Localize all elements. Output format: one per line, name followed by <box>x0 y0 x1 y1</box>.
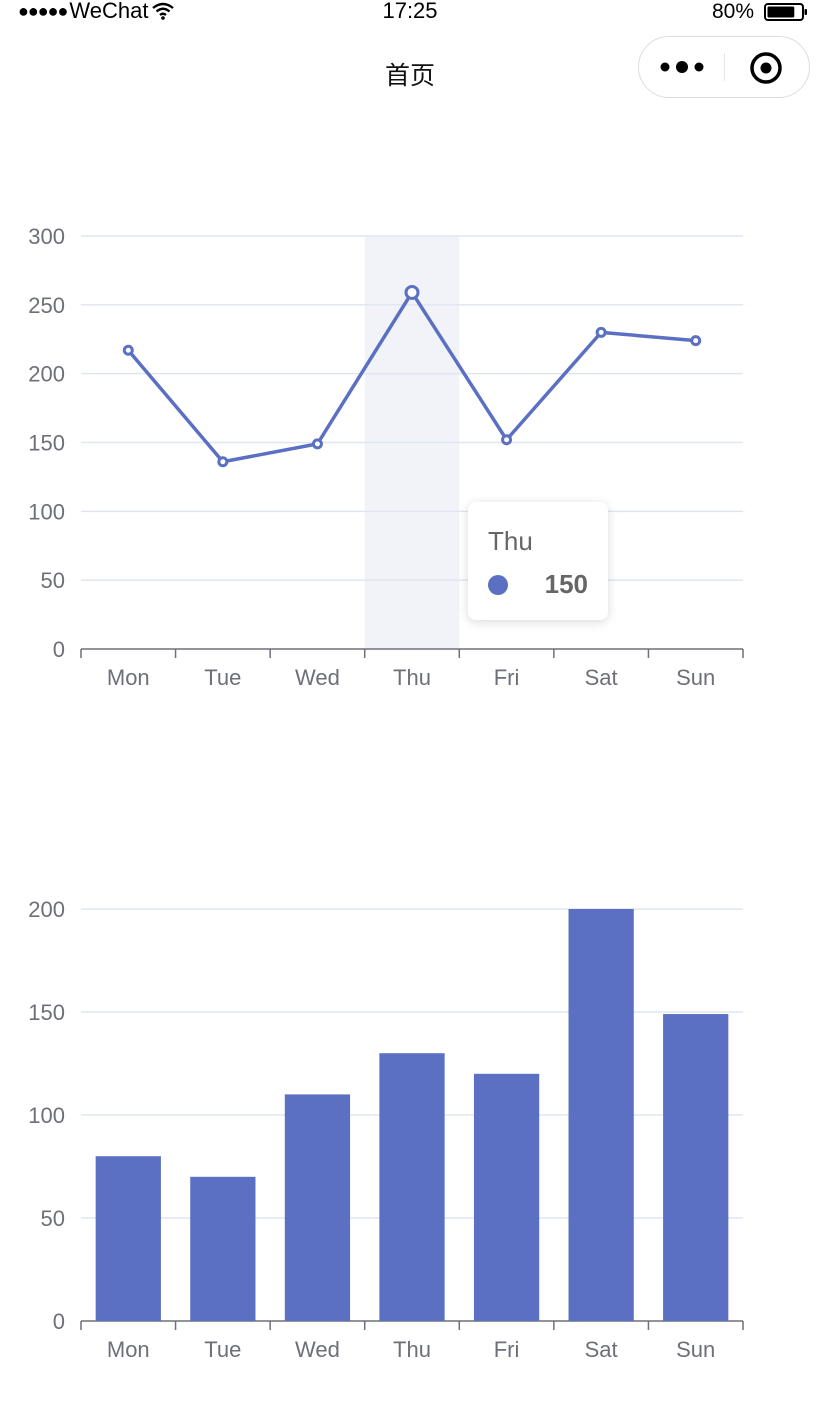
x-tick-label: Sun <box>676 1337 715 1362</box>
carrier-name: WeChat <box>69 0 149 23</box>
data-point <box>217 456 229 468</box>
y-tick-label: 50 <box>41 1206 65 1231</box>
tooltip-value: 150 <box>544 569 588 599</box>
y-tick-label: 0 <box>53 637 65 662</box>
bar <box>95 1156 161 1321</box>
status-bar: ●●●●● WeChat 17:25 80% <box>0 0 820 28</box>
x-tick-label: Tue <box>204 665 241 690</box>
y-tick-label: 50 <box>41 568 65 593</box>
data-point <box>690 335 702 347</box>
y-tick-label: 150 <box>28 431 65 456</box>
y-tick-label: 250 <box>28 293 65 318</box>
bar <box>284 1094 351 1321</box>
x-tick-label: Wed <box>295 665 340 690</box>
x-tick-label: Thu <box>393 665 431 690</box>
y-tick-label: 100 <box>28 499 65 524</box>
target-icon[interactable] <box>749 51 783 85</box>
x-tick-label: Sun <box>676 665 715 690</box>
data-point <box>501 434 513 446</box>
status-right: 80% <box>712 0 808 24</box>
status-left: ●●●●● WeChat <box>18 0 175 24</box>
x-tick-label: Thu <box>393 1337 431 1362</box>
bar <box>663 1014 729 1321</box>
wifi-icon <box>152 2 175 20</box>
battery-fill <box>767 6 795 18</box>
data-point <box>595 326 607 338</box>
x-tick-label: Mon <box>107 665 150 690</box>
data-point <box>122 344 134 356</box>
battery-percent: 80% <box>711 0 754 23</box>
more-dots-icon[interactable] <box>655 53 711 81</box>
y-tick-label: 100 <box>28 1103 65 1128</box>
status-time: 17:25 <box>382 0 438 23</box>
x-tick-label: Sat <box>585 665 618 690</box>
x-tick-label: Mon <box>107 1337 150 1362</box>
tooltip-category: Thu <box>488 526 533 556</box>
bar <box>190 1176 256 1321</box>
y-tick-label: 200 <box>28 897 65 922</box>
y-tick-label: 0 <box>53 1309 65 1334</box>
y-tick-label: 200 <box>28 362 65 387</box>
x-tick-label: Tue <box>204 1337 241 1362</box>
x-tick-label: Wed <box>295 1337 340 1362</box>
page-title: 首页 <box>384 62 435 90</box>
bar <box>568 909 634 1321</box>
data-point <box>311 438 323 450</box>
x-tick-label: Fri <box>494 665 520 690</box>
x-tick-label: Sat <box>585 1337 618 1362</box>
y-tick-label: 150 <box>28 1000 65 1025</box>
line-chart[interactable]: 0 50 100 150 200 250 300 Mon Tue Wed Thu Fri Sat Sun <box>0 0 820 720</box>
tooltip-series-marker <box>488 575 508 595</box>
data-point <box>404 284 420 300</box>
mini-program-capsule <box>638 36 810 98</box>
signal-icon: ●●●●● <box>18 0 68 21</box>
bar <box>473 1073 540 1321</box>
bar <box>379 1053 445 1321</box>
chart-tooltip: Thu 150 <box>468 502 608 620</box>
y-tick-label: 300 <box>28 224 65 249</box>
capsule-divider <box>724 53 725 81</box>
x-tick-label: Fri <box>494 1337 520 1362</box>
battery-icon <box>764 3 807 21</box>
